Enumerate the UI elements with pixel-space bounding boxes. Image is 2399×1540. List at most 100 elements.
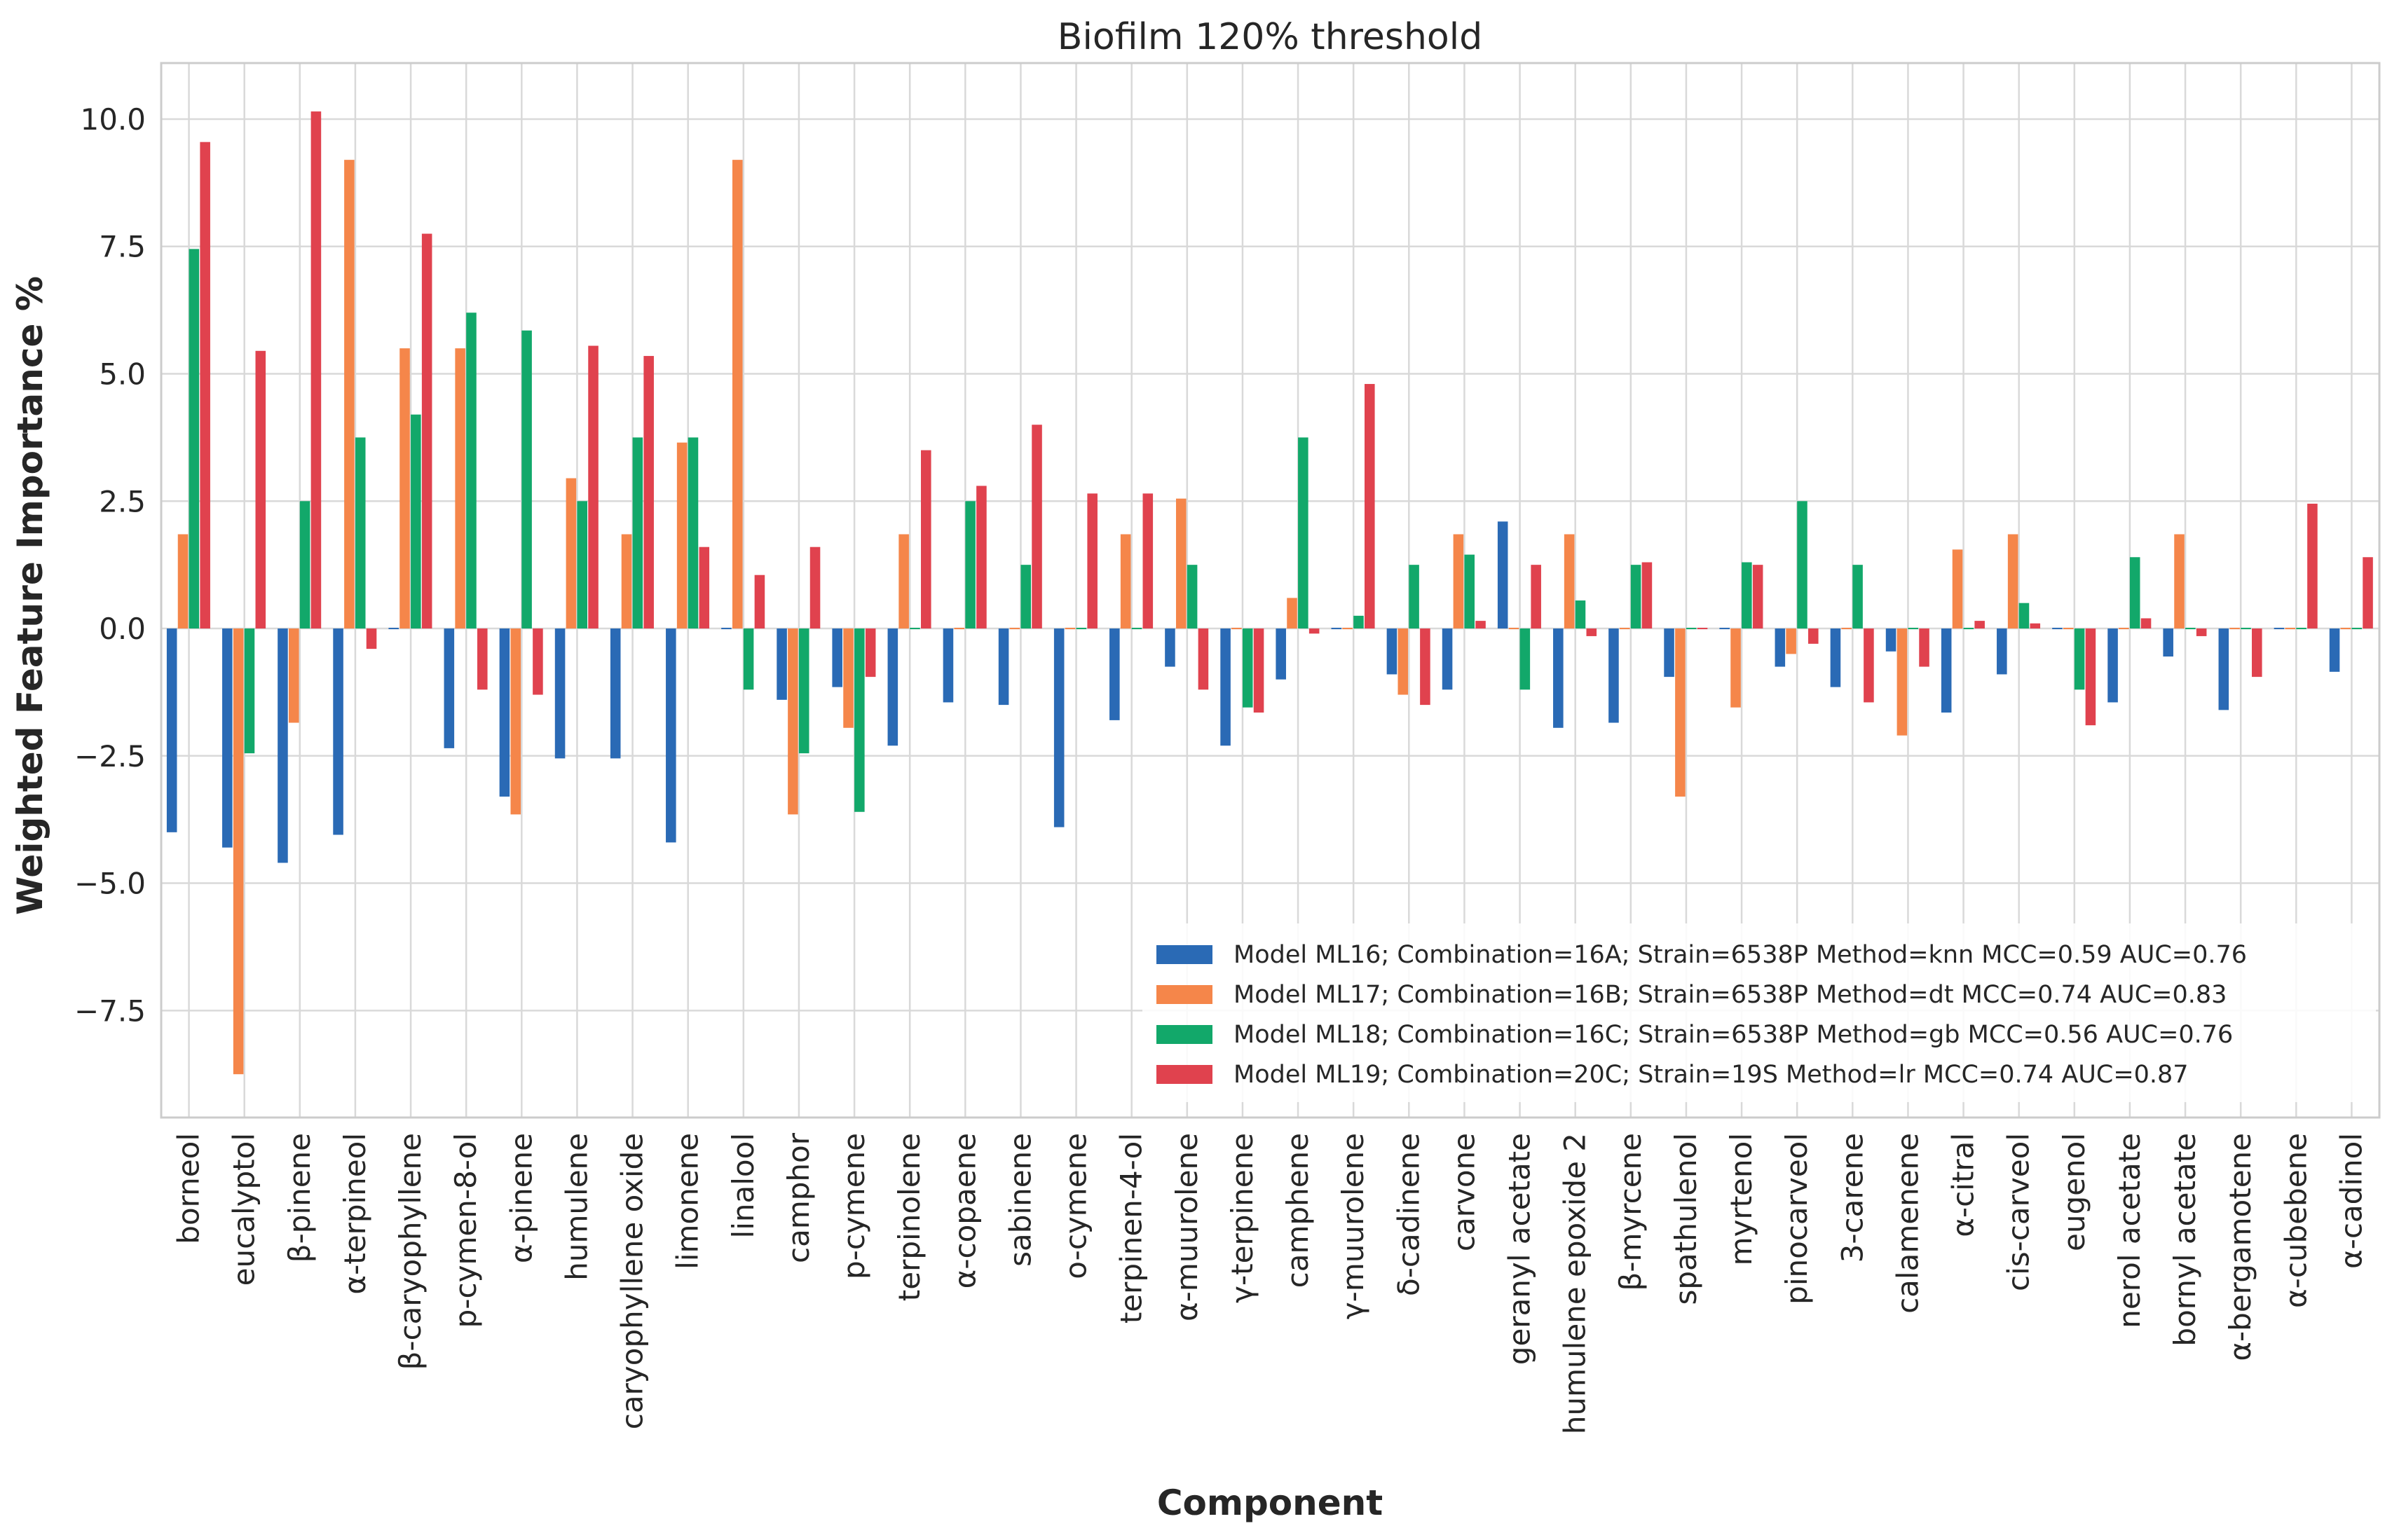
bar [1664,628,1674,678]
bar [1885,628,1896,652]
bar [421,233,432,629]
bar [1852,565,1863,629]
x-tick-label: 3-carene [1835,1133,1869,1263]
x-axis-ticks: borneol eucalyptol β-pinene α-terpineol β-ca… [172,1132,2369,1434]
bar [554,628,566,759]
bar [411,414,421,629]
bar [477,628,488,690]
bar [721,628,732,630]
bar [1331,628,1342,630]
x-tick-label: β-caryophyllene [393,1133,428,1370]
bar [1475,621,1486,629]
x-tick-label: α-terpineol [338,1133,372,1295]
x-tick-label: γ-terpinene [1225,1133,1259,1303]
bar [1742,562,1752,629]
bar [2129,557,2140,629]
y-tick-label: −2.5 [74,739,146,774]
bar [1198,628,1209,690]
bar [1575,600,1586,629]
bar [366,628,377,649]
bar [610,628,621,759]
bar [921,450,931,629]
bar [444,628,455,748]
x-tick-label: eugenol [2057,1133,2091,1251]
bar [2296,628,2306,630]
x-tick-label: calamenene [1890,1133,1925,1314]
bar [854,628,865,812]
bar [1619,628,1630,630]
bar [1686,628,1697,630]
bar [832,628,842,687]
bar [255,350,266,629]
x-tick-label: humulene [559,1133,594,1281]
bar [1308,628,1320,634]
x-tick-label: terpinolene [892,1133,927,1301]
x-tick-label: pinocarveol [1779,1133,1814,1305]
bar [2185,628,2196,630]
bar [2229,628,2240,630]
bar [1342,628,1353,630]
bar [1864,628,1874,703]
bar [2174,534,2185,629]
bar [1841,628,1852,630]
x-tick-label: α-citral [1946,1133,1981,1237]
legend: Model ML16; Combination=16A; Strain=6538… [1142,923,2376,1102]
bar [166,628,177,832]
bar [1231,628,1242,630]
bar [1697,628,1708,630]
bar [798,628,809,754]
bar [189,249,200,629]
bar [1120,534,1131,629]
bar [344,160,355,629]
x-tick-label: p-cymen-8-ol [449,1133,483,1328]
bar [577,501,587,629]
bar [2074,628,2085,690]
bar [1253,628,1264,713]
bar [1420,628,1430,706]
bar [1553,628,1564,728]
bar [1298,437,1308,629]
bar [1508,628,1519,630]
bar [1142,493,1154,629]
bar [1808,628,1819,644]
bar [1564,534,1575,629]
bar [588,345,599,629]
bar [1365,384,1375,629]
bars [166,111,2373,1075]
bar [2196,628,2207,636]
bar [278,628,288,863]
bar [244,628,255,754]
y-tick-label: 0.0 [99,612,146,646]
bar [1997,628,2007,675]
bar [1009,628,1020,630]
bar [743,628,754,690]
bar [809,546,821,629]
bar [1630,565,1641,629]
bar [1187,565,1198,629]
bar [2241,628,2251,630]
bar [754,575,765,629]
bar [732,160,743,629]
bar [1730,628,1741,708]
x-axis-title: Component [1157,1483,1383,1523]
legend-swatch [1156,985,1212,1004]
legend-swatch [1156,945,1212,964]
x-tick-label: camphor [781,1132,816,1263]
x-tick-label: camphene [1280,1133,1315,1288]
bar [288,628,299,723]
bar [1165,628,1175,667]
x-tick-label: sabinene [1003,1133,1037,1267]
bar [1586,628,1597,636]
bar [200,142,210,629]
bar [455,348,465,629]
bar [2030,623,2041,629]
x-tick-label: p-cymene [837,1133,871,1279]
bar [2018,603,2030,629]
bar [1464,554,1475,629]
bar [499,628,510,797]
x-tick-label: caryophyllene oxide [615,1133,650,1429]
bar [1531,565,1541,629]
x-tick-label: spathulenol [1669,1133,1703,1305]
bar [1087,493,1098,629]
bar [2140,618,2152,629]
